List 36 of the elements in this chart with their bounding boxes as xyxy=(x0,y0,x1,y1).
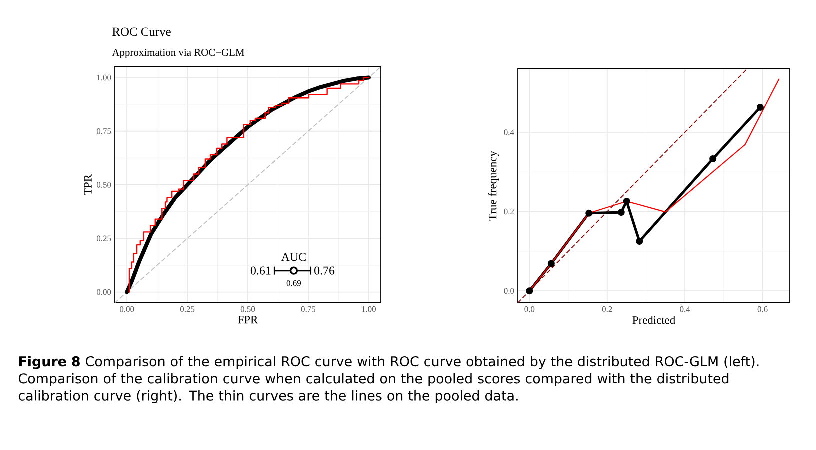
y-axis-title: True frequency xyxy=(488,151,500,221)
y-tick-label: 0.4 xyxy=(504,130,514,136)
y-axis-title: TPR xyxy=(84,174,92,196)
y-tick-label: 0.25 xyxy=(96,236,112,242)
x-tick-label: 1.00 xyxy=(362,306,376,312)
x-tick-label: 0.25 xyxy=(180,306,195,312)
y-tick-label: 0.50 xyxy=(96,182,112,188)
y-tick-label: 0.75 xyxy=(96,128,112,134)
point xyxy=(618,209,625,216)
point xyxy=(526,288,534,295)
point xyxy=(586,210,593,217)
chart-subtitle: Approximation via ROC−GLM xyxy=(112,49,244,58)
x-tick-label: 0.0 xyxy=(524,306,535,312)
x-tick-label: 0.50 xyxy=(240,306,256,312)
annotation: AUC xyxy=(281,253,306,262)
x-tick-label: 0.2 xyxy=(602,306,612,312)
chart-title: ROC Curve xyxy=(112,28,171,36)
x-tick-label: 0.00 xyxy=(120,306,134,312)
x-axis-title: FPR xyxy=(238,316,258,324)
x-axis-title: Predicted xyxy=(632,316,676,324)
x-tick-label: 0.6 xyxy=(758,306,768,312)
y-tick-label: 0.0 xyxy=(504,288,514,294)
point xyxy=(548,260,555,268)
y-tick-label: 1.00 xyxy=(97,74,112,81)
annotation: 0.61 xyxy=(250,266,271,275)
point xyxy=(623,198,630,205)
y-tick-label: 0.00 xyxy=(96,289,112,296)
text: Figure 8 Comparison of the empirical ROC curve with ROC curve obtained by the distributed ROC-GLM (left). Comparison of the calibration curve when calculated on the pooled scores compared with the distributed calibration curve (right). The thin curves are the lines on the pooled data. xyxy=(18,356,759,404)
y-tick-label: 0.2 xyxy=(504,208,514,215)
x-tick-label: 0.75 xyxy=(301,306,316,312)
x-tick-label: 0.4 xyxy=(680,306,690,312)
point xyxy=(636,238,644,246)
point xyxy=(756,104,764,111)
annotation: 0.76 xyxy=(314,266,335,275)
point xyxy=(710,156,717,163)
annotation: 0.69 xyxy=(286,280,302,286)
